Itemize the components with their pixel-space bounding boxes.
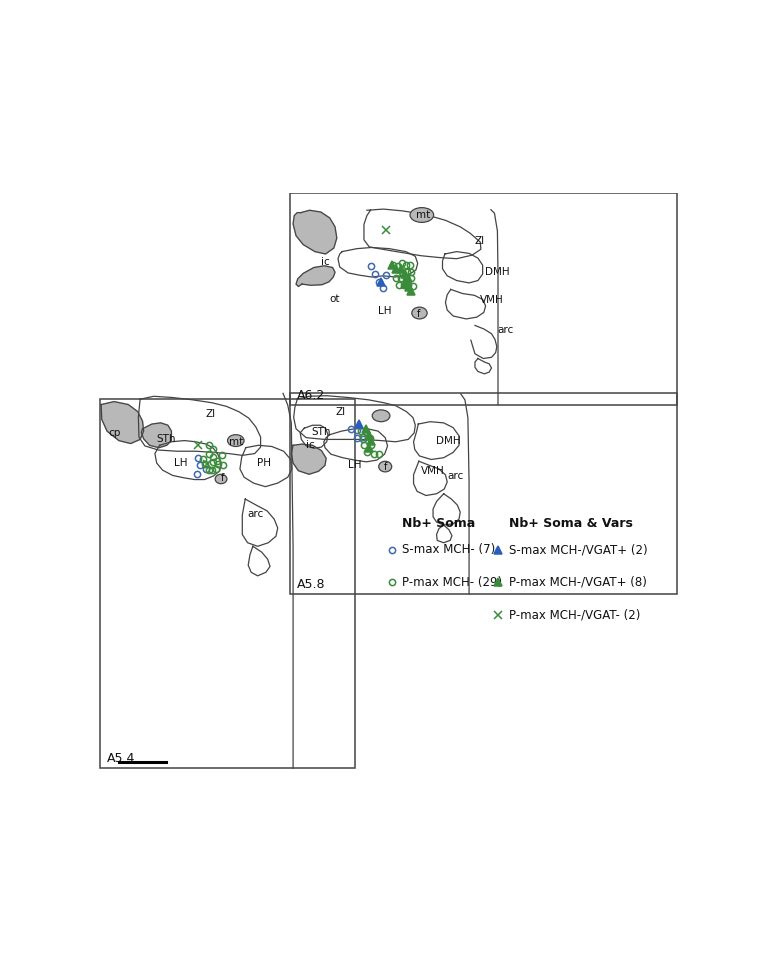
- Text: P-max MCH- (29): P-max MCH- (29): [402, 576, 502, 589]
- Text: arc: arc: [447, 471, 463, 481]
- Polygon shape: [296, 266, 335, 287]
- Bar: [290, 192, 677, 405]
- Bar: [290, 393, 677, 594]
- Text: S-max MCH- (7): S-max MCH- (7): [402, 543, 495, 556]
- Text: ic: ic: [322, 257, 330, 268]
- Text: Nb+ Soma: Nb+ Soma: [402, 517, 475, 529]
- Text: A5.8: A5.8: [297, 578, 325, 590]
- Text: f: f: [417, 308, 421, 319]
- Text: f: f: [384, 462, 388, 471]
- Text: STh: STh: [312, 427, 331, 437]
- Text: P-max MCH-/VGAT- (2): P-max MCH-/VGAT- (2): [509, 609, 640, 621]
- Ellipse shape: [215, 474, 227, 484]
- Text: PH: PH: [257, 458, 271, 468]
- Polygon shape: [293, 211, 337, 254]
- Text: DMH: DMH: [436, 436, 461, 445]
- Text: LH: LH: [174, 458, 187, 468]
- Polygon shape: [141, 423, 171, 447]
- Polygon shape: [101, 402, 144, 443]
- Text: S-max MCH-/VGAT+ (2): S-max MCH-/VGAT+ (2): [509, 543, 647, 556]
- Text: LH: LH: [348, 461, 362, 470]
- Text: ZI: ZI: [335, 408, 345, 417]
- Text: STh: STh: [156, 435, 176, 444]
- Text: Nb+ Soma & Vars: Nb+ Soma & Vars: [509, 517, 632, 529]
- Bar: [100, 399, 355, 768]
- Text: ot: ot: [329, 294, 340, 304]
- Text: f: f: [220, 472, 224, 483]
- Ellipse shape: [372, 410, 390, 422]
- Text: LH: LH: [378, 305, 392, 316]
- Polygon shape: [291, 444, 326, 474]
- Text: mt: mt: [229, 437, 243, 446]
- Text: mt: mt: [416, 210, 430, 220]
- Ellipse shape: [411, 307, 427, 319]
- Text: VMH: VMH: [421, 467, 445, 476]
- Ellipse shape: [410, 208, 434, 222]
- Text: ZI: ZI: [474, 236, 484, 246]
- Text: ic: ic: [306, 440, 315, 450]
- Text: arc: arc: [498, 325, 514, 334]
- Ellipse shape: [379, 461, 392, 471]
- Text: P-max MCH-/VGAT+ (8): P-max MCH-/VGAT+ (8): [509, 576, 646, 589]
- Text: DMH: DMH: [485, 268, 509, 277]
- Text: A5.4: A5.4: [107, 752, 136, 765]
- Text: ZI: ZI: [206, 409, 216, 419]
- Ellipse shape: [228, 435, 244, 446]
- Text: A6.2: A6.2: [297, 388, 325, 402]
- Text: arc: arc: [248, 509, 264, 520]
- Text: cp: cp: [108, 429, 121, 439]
- Text: VMH: VMH: [480, 295, 504, 305]
